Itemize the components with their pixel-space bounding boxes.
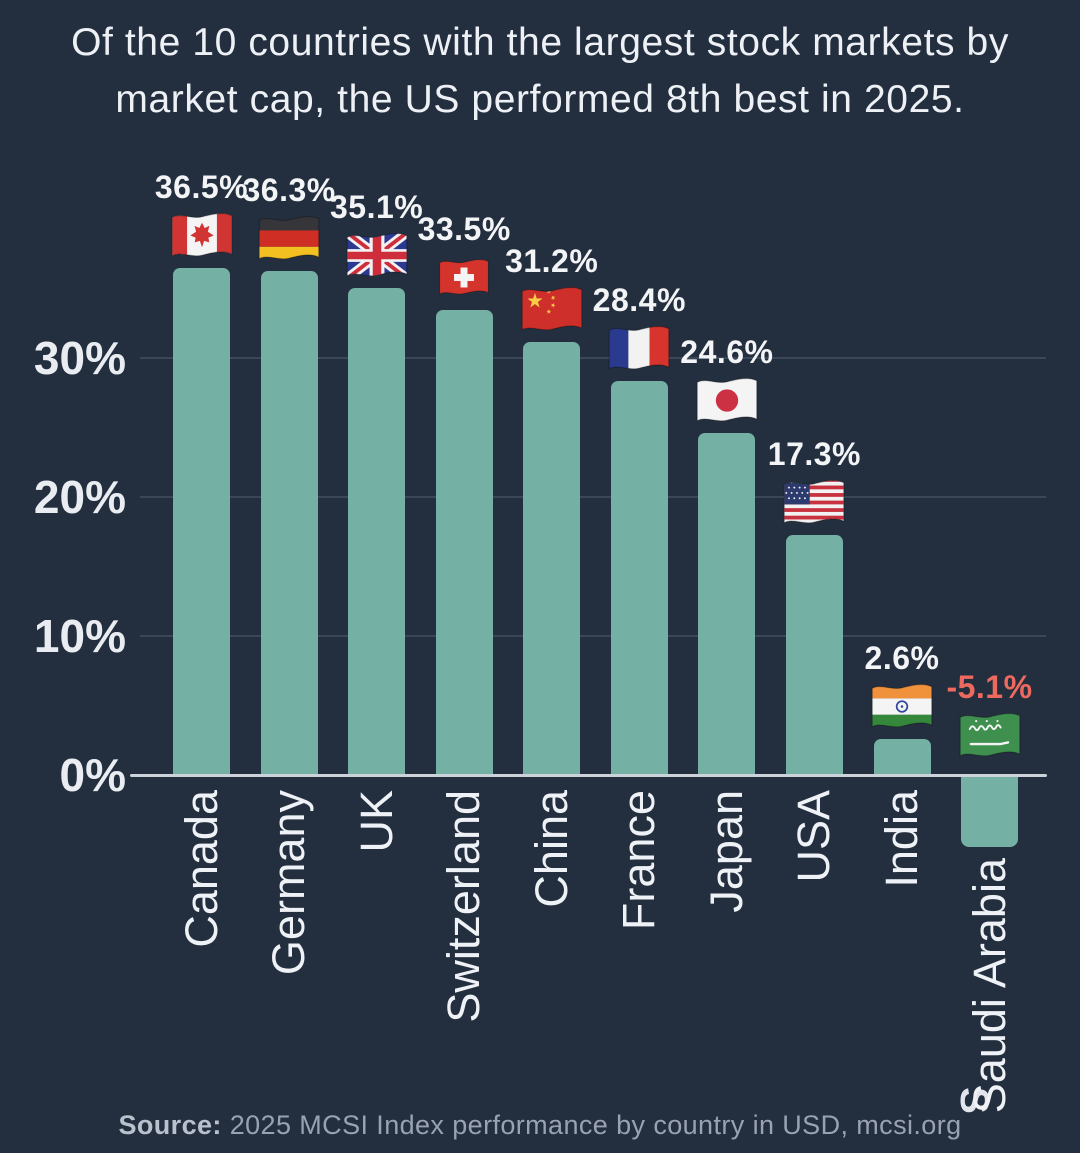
usa-flag-icon [784,479,845,524]
x-label-uk: UK [351,790,417,853]
x-label-text: Germany [263,790,315,976]
value-label-canada: 36.5% [154,169,249,205]
value-label-switzerland: 33.5% [417,210,511,247]
india-flag [870,682,934,731]
china-flag [520,285,584,334]
japan-flag-icon [696,378,758,422]
bar-switzerland [435,309,493,775]
value-label-germany: 36.3% [242,171,336,208]
value-label-france: 28.4% [592,281,686,318]
x-label-text: UK [350,790,402,853]
bar-germany [260,270,318,775]
y-tick-10%: 10% [33,610,126,663]
gridline-20% [140,496,1046,499]
value-label-usa: 17.3% [767,435,861,472]
value-label-india: 2.6% [864,639,940,676]
germany-flag [257,214,321,263]
y-tick-20%: 20% [33,471,126,524]
canada-flag [170,211,234,260]
switzerland-flag [438,253,490,302]
x-label-text: Saudi Arabia [963,858,1015,1114]
india-flag-icon [871,683,933,728]
bar-japan [698,433,756,775]
france-flag [607,324,671,373]
bar-uk [348,287,406,775]
saudi-arabia-flag-icon [959,713,1020,757]
chart-title: Of the 10 countries with the largest sto… [71,21,1009,121]
gridline-30% [140,357,1046,360]
x-label-india: India [876,790,977,888]
bar-india [873,738,931,775]
germany-flag-icon [258,215,320,260]
y-tick-0%: 0% [59,749,126,801]
x-label-text: Switzerland [438,790,490,1023]
usa-flag [782,478,846,527]
saudi-arabia-flag [958,711,1022,760]
uk-flag [345,231,409,280]
x-axis-line [130,773,1047,777]
bar-saudi-arabia [961,776,1018,848]
france-flag-icon [608,325,670,370]
x-label-text: USA [788,790,840,883]
value-label-japan: 24.6% [680,334,774,371]
x-label-text: Japan [700,790,752,913]
china-flag-icon [521,286,583,331]
value-label-china: 31.2% [505,242,599,279]
source-label: Source: [118,1110,222,1140]
bar-canada [173,268,230,775]
bar-france [610,380,668,775]
value-label-uk: 35.1% [329,188,424,225]
switzerland-flag-icon [439,258,489,295]
x-label-saudi-arabia: Saudi Arabia [964,858,1080,1113]
x-label-text: India [876,790,927,888]
x-label-text: France [613,790,665,931]
y-tick-30%: 30% [33,332,126,385]
x-label-usa: USA [788,790,884,883]
bar-usa [785,534,843,775]
uk-flag-icon [346,232,407,277]
canada-flag-icon [171,213,232,257]
gridline-10% [140,635,1046,638]
x-label-text: China [525,790,577,908]
value-label-saudi-arabia: -5.1% [946,669,1033,705]
japan-flag [695,376,759,425]
x-label-text: Canada [175,790,227,948]
source-note: Source: 2025 MCSI Index performance by c… [0,1110,1080,1141]
bar-china [523,341,581,775]
source-text: 2025 MCSI Index performance by country i… [229,1110,962,1140]
